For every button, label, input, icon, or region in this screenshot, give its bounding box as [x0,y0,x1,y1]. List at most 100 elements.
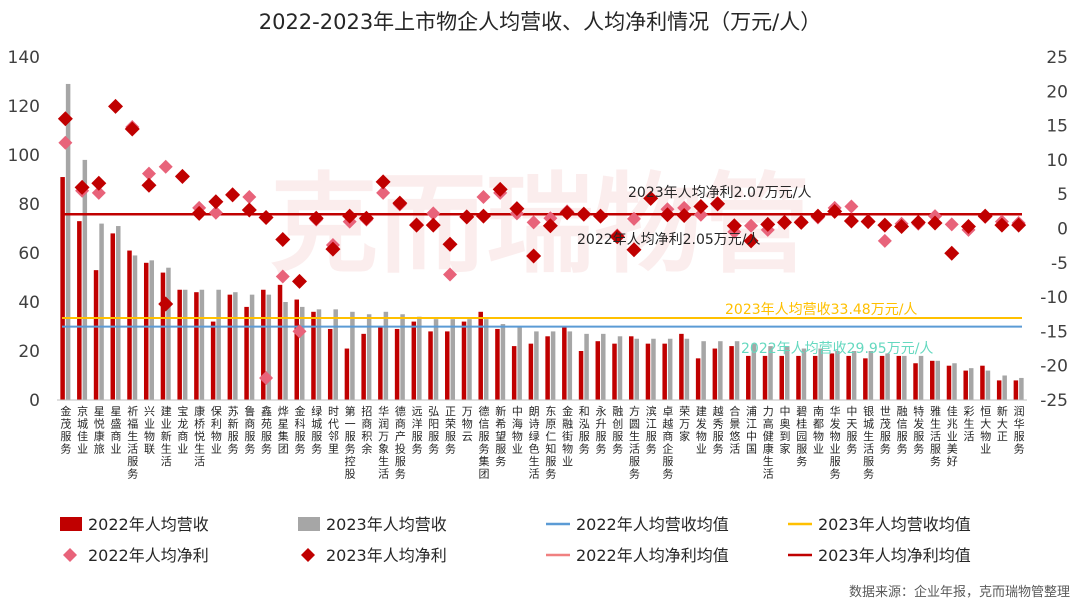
bar-2023-revenue [601,333,606,400]
marker-2023-profit [810,208,826,224]
marker-2023-profit [777,214,792,230]
right-tick-label: -5 [1051,254,1068,274]
category-label: 恒大物业 [980,405,991,456]
right-tick-label: 5 [1057,185,1068,205]
bar-2023-revenue [617,336,623,400]
bar-2023-revenue [450,319,456,400]
bar-2022-revenue [996,380,1002,400]
marker-2023-profit [208,194,224,210]
bar-2023-revenue [985,370,991,400]
bar-2022-revenue [879,355,885,400]
bar-2022-revenue [478,311,483,400]
right-tick-label: 25 [1046,48,1068,68]
marker-2023-profit [174,168,190,184]
bar-2023-revenue [785,346,790,400]
bar-2023-revenue [550,331,556,400]
category-label: 苏新服务 [228,405,239,456]
bar-2022-revenue [411,321,417,400]
bar-2023-revenue [768,346,773,400]
bar-2023-revenue [149,260,154,400]
bar-2022-revenue [896,355,902,400]
left-tick-label: 40 [18,293,40,313]
bar-2022-revenue [913,363,918,400]
marker-2023-profit [626,242,642,258]
bar-2023-revenue [350,311,355,400]
category-label: 德商产投服务 [395,404,406,481]
category-label: 弘阳服务 [428,405,439,456]
category-label: 烨星集团 [278,405,289,456]
marker-2023-profit [743,233,759,249]
bar-2023-revenue [968,368,974,400]
category-label: 星盛商业 [111,405,122,456]
category-label: 东原仁知服务 [545,405,556,481]
category-label: 正荣服务 [445,405,456,456]
bar-2023-revenue [182,289,188,400]
category-label: 碧桂园服务 [796,405,807,468]
category-label: 和泓服务 [579,405,590,456]
category-label: 时代邻里 [328,405,339,456]
bar-2022-revenue [60,177,65,400]
category-label: 建发物业 [696,404,707,456]
category-label: 鑫苑服务 [261,404,272,456]
category-labels: 金茂服务京城佳业星悦康旅星盛商业祈福生活服务兴业物联建业新生活宝龙商业康桥悦生活… [60,404,1024,481]
bar-2022-revenue [762,355,768,400]
bar-2023-revenue [383,311,389,400]
bar-2022-revenue [1013,380,1019,400]
left-tick-label: 0 [29,391,40,411]
marker-2022-profit [626,211,641,226]
bar-2022-revenue [528,343,534,400]
bar-2022-revenue [946,365,952,400]
right-tick-label: -25 [1040,391,1068,411]
marker-2022-profit [476,189,491,204]
marker-2023-profit [860,214,876,230]
bar-2022-revenue [210,321,216,400]
marker-2022-profit [844,199,859,214]
bar-2022-revenue [595,341,601,400]
category-label: 越秀服务 [713,404,724,456]
bar-2023-revenue [300,306,305,400]
marker-2023-profit [258,210,274,226]
bar-2022-revenue [461,321,467,400]
annotation-np2023: 2023年人均净利2.07万元/人 [628,185,812,201]
bar-2022-revenue [160,272,166,400]
bar-2023-revenue [1019,377,1024,400]
category-label: 星悦康旅 [94,405,105,456]
bar-2023-revenue [132,255,138,400]
category-label: 银城生活服务 [863,404,874,481]
bar-2022-revenue [729,346,734,400]
legend-label: 2023年人均净利均值 [818,546,971,565]
marker-2023-profit [593,208,609,224]
marker-2023-profit [292,273,307,289]
bar-2022-revenue [194,292,199,400]
average-lines [62,213,1022,328]
marker-2023-profit [676,207,692,223]
bar-2022-revenue [77,221,82,400]
marker-2023-profit [158,296,174,312]
category-label: 力高健康生活 [763,405,774,481]
bar-2023-revenue [249,294,255,400]
bar-2022-revenue [679,333,684,400]
category-label: 特发服务 [913,404,924,456]
bar-2023-revenue [99,223,104,400]
annotation-np2022: 2022年人均净利2.05万元/人 [577,232,761,248]
bar-2022-revenue [695,358,701,400]
bar-2022-revenue [746,355,751,400]
marker-2022-profit [443,267,458,282]
marker-2022-profit [426,206,441,221]
bar-2023-revenue [400,314,405,400]
category-label: 世茂服务 [880,405,891,456]
bar-2023-revenue [918,355,924,400]
right-tick-label: 15 [1046,117,1068,137]
bar-2023-revenue [634,338,639,400]
category-label: 金茂服务 [60,404,71,456]
category-label: 合景悠活 [729,404,740,456]
category-label: 华发物业服务 [830,404,841,481]
category-label: 建业新生活 [161,404,172,468]
marker-2023-profit [576,206,592,222]
marker-2023-profit [442,236,458,252]
marker-2022-profit [141,166,156,181]
bar-2023-revenue [65,83,71,400]
left-tick-label: 80 [18,195,40,215]
bar-2022-revenue [796,355,801,400]
